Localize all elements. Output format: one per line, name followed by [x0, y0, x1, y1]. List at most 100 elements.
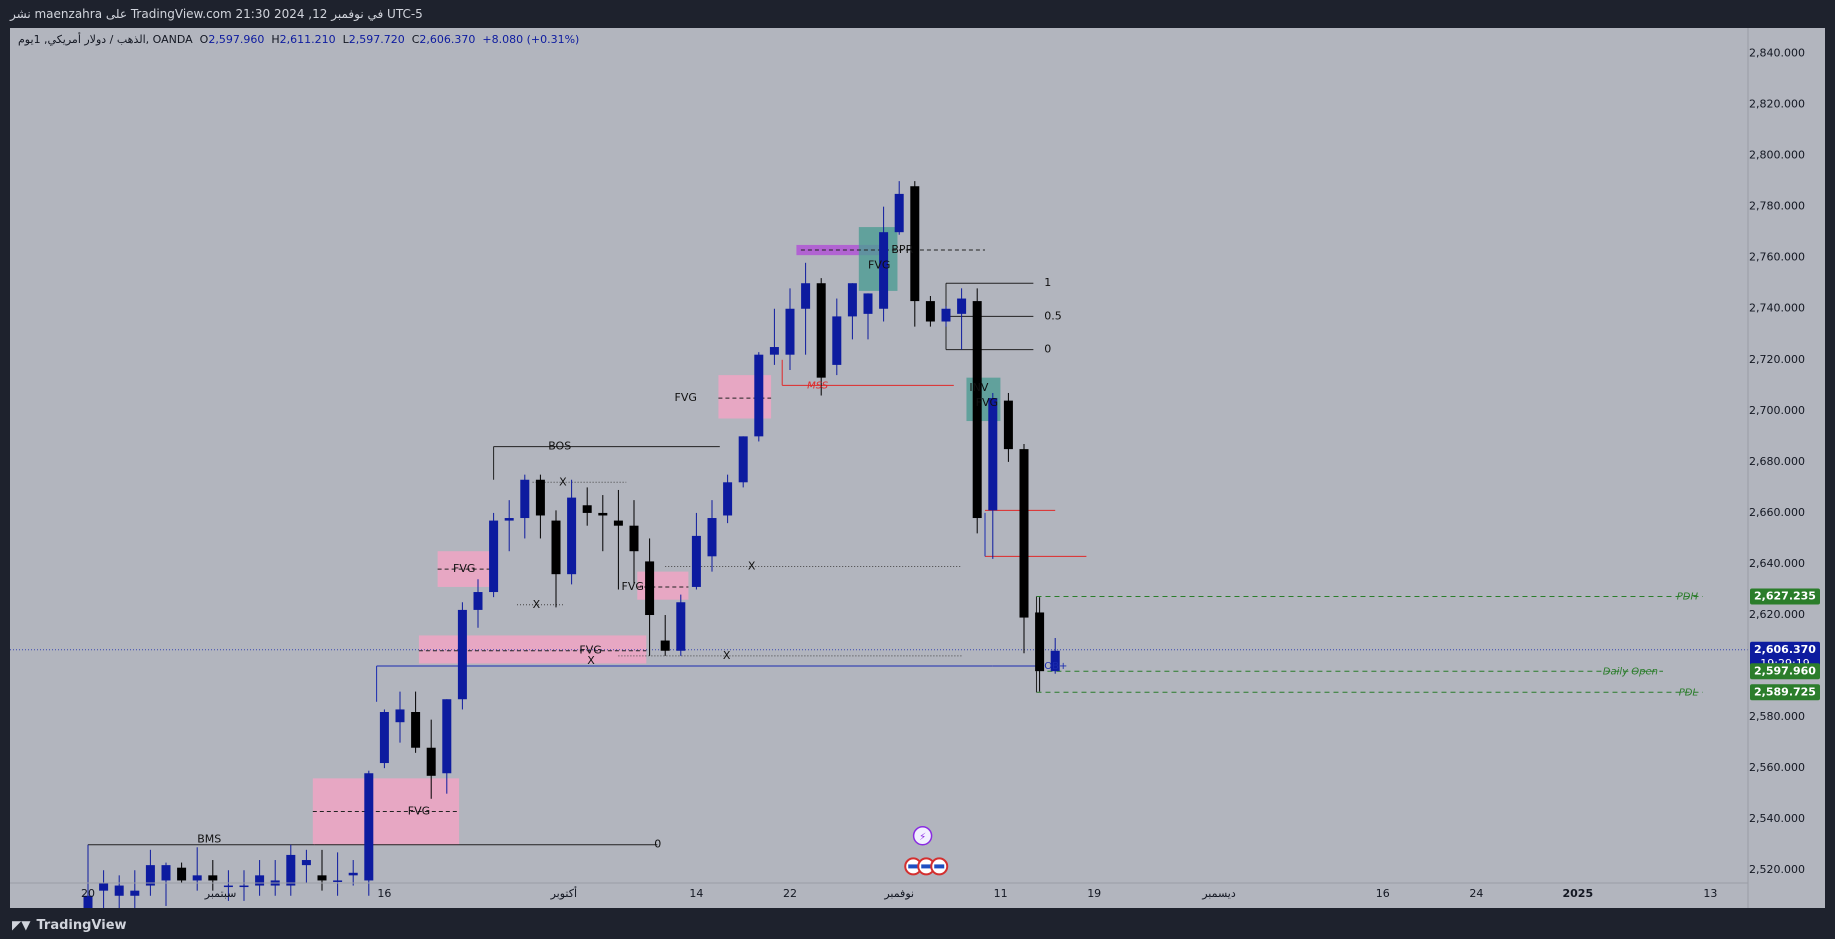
x-tick-label: أكتوبر — [550, 886, 577, 900]
y-tick-label: 2,560.000 — [1749, 761, 1805, 774]
event-lightning-icon — [912, 826, 933, 846]
us-flag-event-icon — [934, 864, 945, 869]
bpr-label: BPR — [891, 243, 913, 256]
y-tick-label: 2,580.000 — [1749, 710, 1805, 723]
candle-bullish — [879, 232, 889, 309]
candle-bullish — [894, 193, 904, 233]
symbol-legend: الذهب / دولار أمريكي, 1يوم, OANDA O2,597… — [18, 33, 579, 46]
y-tick-label: 2,720.000 — [1749, 353, 1805, 366]
fvg-label: FVG — [976, 396, 998, 409]
candle-bullish — [395, 709, 405, 723]
x-label: X — [748, 560, 756, 573]
inv-fvg-zone — [858, 227, 898, 291]
fvg-label: FVG — [579, 644, 601, 657]
candle-bearish — [177, 867, 187, 881]
pdl-label: PDL — [1679, 687, 1698, 698]
inv-label: INV — [969, 381, 988, 394]
candle-bullish — [801, 283, 811, 309]
candle-bearish — [972, 301, 982, 519]
x-label: X — [533, 598, 541, 611]
fvg-label: FVG — [408, 805, 430, 818]
candle-bullish — [223, 885, 233, 888]
candle-bullish — [957, 298, 967, 314]
candle-bearish — [208, 875, 218, 881]
x-tick-label: نوفمبر — [883, 887, 914, 900]
candle-bullish — [832, 316, 842, 365]
candle-bearish — [910, 186, 920, 302]
candle-bearish — [411, 712, 421, 748]
pdh-label: PDH — [1677, 592, 1699, 603]
x-tick-label: سبتمبر — [204, 887, 237, 900]
zero-level-label: 0 — [654, 838, 661, 851]
candle-bullish — [785, 308, 795, 355]
x-tick-label: 16 — [377, 887, 391, 900]
price-chart[interactable]: BMSFVG0BOSXFVGXFVGXXFVGXFVGMSSBPRFVGINVF… — [10, 28, 1825, 908]
publish-header: نشر maenzahra على TradingView.com في نوف… — [0, 0, 1835, 28]
us-flag-event-icon — [921, 864, 932, 869]
x-label: X — [723, 649, 731, 662]
fvg-label: FVG — [675, 391, 697, 404]
candle-bullish — [442, 699, 452, 774]
y-tick-label: 2,840.000 — [1749, 47, 1805, 60]
open-label: O — [199, 33, 209, 46]
y-tick-label: 2,760.000 — [1749, 251, 1805, 264]
x-tick-label: 16 — [1376, 887, 1390, 900]
candle-bearish — [1035, 612, 1045, 672]
candle-bullish — [114, 885, 124, 896]
y-tick-label: 2,820.000 — [1749, 98, 1805, 111]
y-tick-label: 2,680.000 — [1749, 455, 1805, 468]
y-tick-label: 2,740.000 — [1749, 302, 1805, 315]
fib-05-label: 0.5 — [1044, 309, 1062, 322]
tradingview-logo-icon: ◤▼ — [12, 918, 31, 932]
fvg-label: FVG — [453, 562, 475, 575]
close-label: C — [411, 33, 420, 46]
candle-bullish — [333, 880, 343, 882]
candle-bullish — [489, 520, 499, 593]
candle-bearish — [535, 479, 545, 516]
candle-bearish — [582, 505, 592, 513]
daily-open-price-tag — [1750, 663, 1820, 680]
fib-1-label: 1 — [1044, 276, 1051, 289]
event-lightning-icon: ⚡ — [919, 832, 926, 843]
pdh-price-tag — [1750, 588, 1820, 605]
y-tick-label: 2,520.000 — [1749, 863, 1805, 876]
y-tick-label: 2,660.000 — [1749, 506, 1805, 519]
candle-bullish — [99, 883, 109, 891]
fib-0-label: 0 — [1044, 343, 1051, 356]
daily-open-price-tag-label: 2,597.960 — [1754, 664, 1816, 677]
candle-bullish — [130, 890, 140, 896]
pdl-price-tag — [1750, 684, 1820, 701]
brand-label: TradingView — [36, 918, 127, 933]
candle-bearish — [426, 747, 436, 776]
footer-bar: ◤▼ TradingView — [0, 912, 1835, 939]
candle-bullish — [707, 518, 717, 557]
candle-bearish — [645, 561, 655, 616]
fvg-label: FVG — [622, 580, 644, 593]
candle-bullish — [145, 865, 155, 886]
tradingview-brand[interactable]: ◤▼ TradingView — [12, 912, 127, 939]
x-tick-label: 24 — [1469, 887, 1483, 900]
candle-bearish — [551, 520, 561, 575]
candle-bullish — [847, 283, 857, 317]
candle-bullish — [239, 885, 249, 888]
candle-bullish — [863, 293, 873, 314]
candle-bearish — [1003, 400, 1013, 450]
y-tick-label: 2,640.000 — [1749, 557, 1805, 570]
candle-bearish — [317, 875, 327, 881]
candle-bearish — [1019, 449, 1029, 618]
candle-bullish — [457, 609, 467, 700]
x-tick-label: 22 — [783, 887, 797, 900]
x-tick-label: 13 — [1703, 887, 1717, 900]
fvg-label: FVG — [868, 258, 890, 271]
x-tick-label: 20 — [81, 887, 95, 900]
candle-bearish — [613, 520, 623, 526]
open-value: 2,597.960 — [208, 33, 265, 46]
candle-bullish — [676, 602, 686, 651]
chart-panel[interactable] — [10, 28, 1825, 908]
x-tick-label: 2025 — [1562, 887, 1593, 900]
bos-label: BOS — [548, 440, 571, 453]
high-value: 2,611.210 — [279, 33, 336, 46]
high-label: H — [271, 33, 280, 46]
last-price-tag-label: 2,606.370 — [1754, 643, 1816, 656]
candle-bullish — [301, 860, 311, 866]
